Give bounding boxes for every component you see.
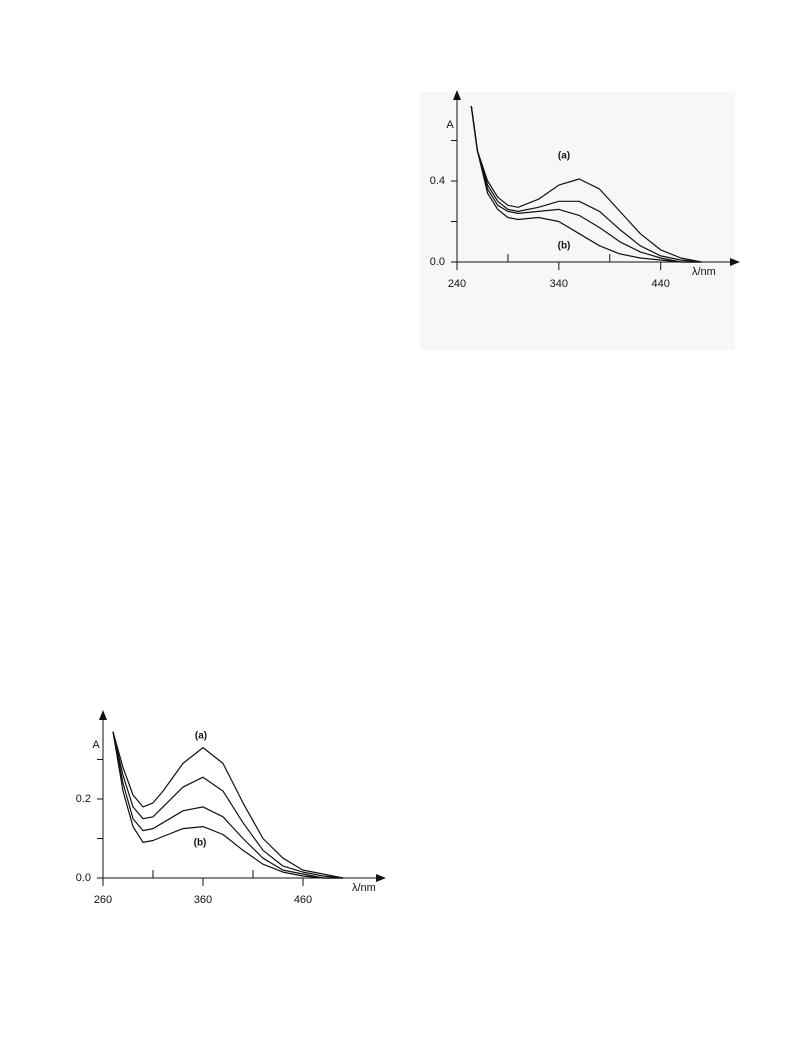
spectrum-line — [112, 731, 344, 879]
annotation: (b) — [194, 838, 207, 849]
annotation: (a) — [195, 731, 207, 742]
x-axis-label: λ/nm — [692, 266, 716, 278]
x-tick-label: 240 — [448, 278, 466, 290]
annotation: (a) — [558, 151, 570, 162]
spectrum-line — [112, 731, 344, 879]
spectrum-line — [112, 731, 343, 879]
y-tick-label: 0.0 — [76, 872, 91, 884]
y-axis-arrow — [453, 90, 461, 100]
y-axis-arrow — [99, 710, 107, 720]
y-axis-label: A — [92, 739, 100, 751]
y-tick-label: 0.0 — [430, 256, 445, 268]
spectrum-line — [470, 106, 702, 263]
spectrum-line — [470, 106, 702, 263]
x-tick-label: 460 — [294, 894, 312, 906]
x-axis-label: λ/nm — [352, 882, 376, 894]
x-tick-label: 340 — [550, 278, 568, 290]
x-axis-arrow — [376, 874, 386, 882]
x-tick-label: 360 — [194, 894, 212, 906]
x-tick-label: 440 — [651, 278, 669, 290]
spectrum-line — [112, 731, 343, 879]
spectrum-line — [470, 106, 702, 263]
y-axis-label: A — [446, 119, 454, 131]
x-tick-label: 260 — [94, 894, 112, 906]
figure-background — [420, 92, 735, 350]
spectrum-line — [470, 106, 702, 263]
y-tick-label: 0.4 — [430, 175, 445, 187]
y-tick-label: 0.2 — [76, 793, 91, 805]
annotation: (b) — [558, 241, 571, 252]
x-axis-arrow — [730, 258, 740, 266]
